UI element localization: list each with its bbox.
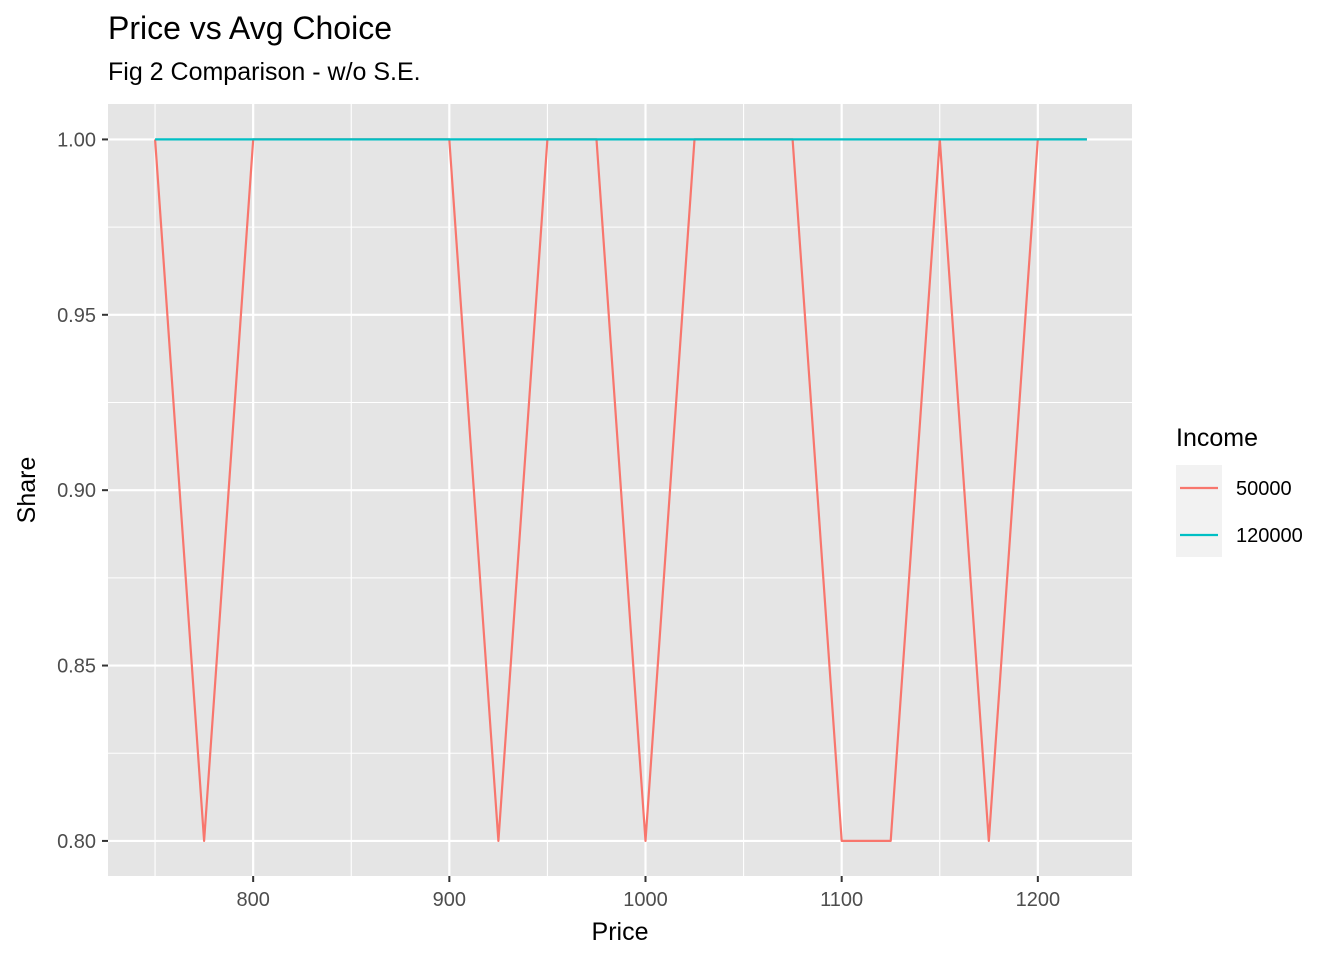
legend-label-50000: 50000 [1236,478,1292,500]
y-tick-label: 0.85 [57,656,96,678]
y-tick-label: 0.80 [57,831,96,853]
y-tick-label: 0.90 [57,480,96,502]
y-tick-label: 1.00 [57,129,96,151]
legend-title: Income [1176,424,1258,452]
legend-label-120000: 120000 [1236,525,1303,547]
chart-title: Price vs Avg Choice [108,10,392,46]
x-axis-label: Price [592,918,649,946]
chart-subtitle: Fig 2 Comparison - w/o S.E. [108,58,421,86]
series-lines [154,138,1087,843]
major-gridlines [108,104,1132,876]
x-tick-label: 900 [433,889,466,911]
x-tick-label: 1000 [623,889,668,911]
x-tick-label: 1100 [820,889,863,911]
x-tick-label: 1200 [1016,889,1061,911]
y-axis-label: Share [13,457,41,524]
legend-key-background [1176,465,1222,557]
axes: 800 900 1000 1100 1200 0.80 0.85 0.90 0.95 1.00 [57,129,1060,911]
y-tick-label: 0.95 [57,305,96,327]
x-tick-label: 800 [236,889,269,911]
legend: Income 50000 120000 [1176,424,1303,557]
